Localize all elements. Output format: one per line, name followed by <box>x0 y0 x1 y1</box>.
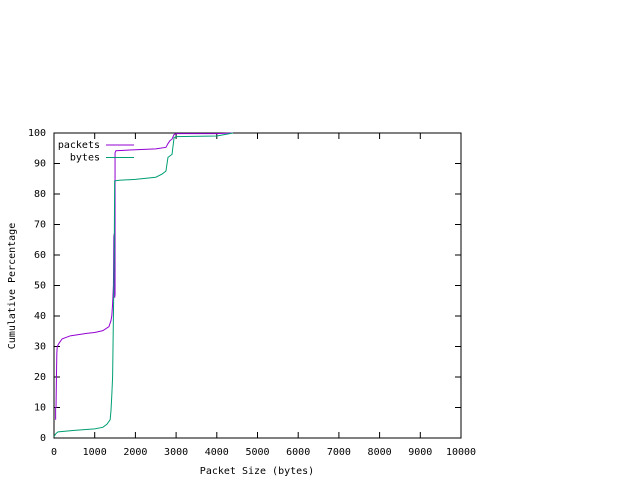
y-tick-label: 80 <box>34 189 46 200</box>
x-tick-label: 8000 <box>368 447 392 458</box>
y-tick-label: 60 <box>34 250 46 261</box>
x-axis-label: Packet Size (bytes) <box>200 466 314 477</box>
x-tick-label: 7000 <box>327 447 351 458</box>
series-line <box>55 132 234 420</box>
y-tick-label: 100 <box>28 128 46 139</box>
x-tick-label: 3000 <box>164 447 188 458</box>
y-tick-label: 30 <box>34 342 46 353</box>
x-tick-label: 0 <box>51 447 57 458</box>
x-tick-label: 4000 <box>205 447 229 458</box>
y-tick-label: 20 <box>34 372 46 383</box>
x-tick-label: 6000 <box>286 447 310 458</box>
x-tick-label: 9000 <box>408 447 432 458</box>
series-line <box>53 132 234 437</box>
y-tick-label: 40 <box>34 311 46 322</box>
y-tick-label: 50 <box>34 281 46 292</box>
y-axis-label: Cumulative Percentage <box>7 223 18 349</box>
legend-label: bytes <box>70 153 100 164</box>
x-tick-label: 10000 <box>446 447 476 458</box>
y-tick-label: 10 <box>34 403 46 414</box>
y-tick-label: 70 <box>34 220 46 231</box>
x-tick-label: 5000 <box>245 447 269 458</box>
y-tick-label: 0 <box>40 433 46 444</box>
x-tick-label: 2000 <box>123 447 147 458</box>
y-tick-label: 90 <box>34 159 46 170</box>
x-tick-label: 1000 <box>83 447 107 458</box>
legend-label: packets <box>58 140 100 151</box>
